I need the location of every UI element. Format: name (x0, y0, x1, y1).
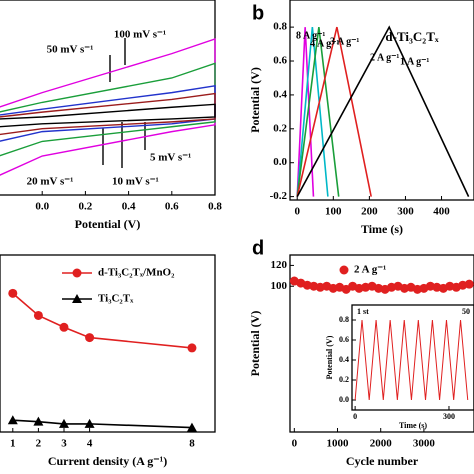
marker (7, 415, 18, 425)
marker (85, 333, 95, 343)
series-line (0, 38, 216, 176)
marker (59, 322, 69, 332)
plot-frame (289, 254, 474, 433)
y-axis-label: Potential (V) (248, 311, 262, 377)
y-tick-label: -0.2 (270, 190, 288, 202)
series-label: 4 A g⁻¹ (310, 38, 339, 49)
series-label: 1 A g⁻¹ (400, 56, 429, 67)
series-line (296, 27, 340, 197)
series-line (296, 27, 329, 197)
series-label: 2 A g⁻¹ (370, 52, 399, 63)
legend-marker (339, 265, 349, 275)
x-axis-label: Time (s) (361, 222, 403, 236)
x-tick-label: 1 (10, 438, 16, 450)
y-tick-label: 0.0 (339, 395, 349, 404)
marker (8, 288, 18, 298)
y-tick-label: 0.0 (273, 156, 287, 168)
series-label: 8 A g⁻¹ (296, 30, 325, 41)
marker (33, 416, 44, 426)
series-label: 3 A g⁻¹ (330, 36, 359, 47)
legend-label: d-Ti₃C₂Tₓ/MnO₂ (98, 267, 175, 279)
legend-label: 2 A g⁻¹ (354, 264, 386, 276)
series-line (0, 62, 216, 157)
marker (84, 418, 95, 428)
x-tick-label: 1000 (327, 438, 350, 450)
series-line (0, 103, 216, 128)
marker (33, 310, 43, 320)
x-axis-label: Current density (A g⁻¹) (48, 454, 167, 468)
x-tick-label: 300 (397, 206, 414, 218)
x-tick-label: 0.0 (35, 201, 49, 213)
x-tick-label: 0.8 (208, 201, 222, 213)
x-tick-label: 0.4 (122, 201, 136, 213)
x-tick-label: 0 (353, 412, 357, 421)
annotation: 100 mV s⁻¹ (114, 29, 166, 41)
annotation: 50 mV s⁻¹ (47, 44, 94, 56)
y-tick-label: 0.4 (339, 355, 349, 364)
y-tick-label: 0.8 (339, 315, 349, 324)
series-line (354, 319, 469, 401)
x-tick-label: 0 (292, 438, 298, 450)
annotation: 1 st (357, 307, 369, 316)
y-axis-label: Potential (V) (248, 67, 262, 133)
legend-label: Ti₃C₂Tₓ (98, 293, 134, 305)
chart-title: d-Ti₃C₂Tₓ (385, 29, 438, 44)
y-tick-label: 0.6 (339, 335, 349, 344)
y-tick-label: 100 (271, 280, 288, 292)
plot-frame (289, 0, 474, 201)
x-tick-label: 0 (294, 206, 300, 218)
series-line (0, 92, 216, 136)
x-tick-label: 200 (361, 206, 378, 218)
x-tick-label: 2000 (370, 438, 393, 450)
x-tick-label: 0.6 (165, 201, 179, 213)
x-tick-label: 0.2 (79, 201, 93, 213)
marker (58, 418, 69, 428)
x-tick-label: 300 (443, 412, 455, 421)
x-tick-label: 2 (36, 438, 42, 450)
x-axis-label: Time (s) (399, 421, 427, 430)
marker (187, 343, 197, 353)
x-tick-label: 3000 (413, 438, 436, 450)
series-line (296, 26, 372, 197)
point (464, 279, 474, 289)
legend-marker (72, 268, 82, 278)
x-tick-label: 400 (433, 206, 450, 218)
annotation: 20 mV s⁻¹ (27, 176, 74, 188)
panel-label: b (252, 2, 264, 24)
inset-frame (351, 304, 474, 411)
y-tick-label: 0.4 (273, 88, 287, 100)
series-line (296, 25, 470, 197)
y-tick-label: 120 (271, 259, 288, 271)
plot-frame (0, 254, 216, 433)
y-tick-label: 0.2 (339, 375, 349, 384)
y-tick-label: 0.6 (273, 55, 287, 67)
y-tick-label: 0.2 (273, 122, 287, 134)
y-tick-label: 0.8 (273, 21, 287, 33)
legend-marker (72, 294, 82, 303)
panel-label: d (252, 237, 264, 259)
annotation: 5 mV s⁻¹ (150, 152, 191, 164)
x-tick-label: 4 (87, 438, 93, 450)
annotation: 50 (462, 307, 470, 316)
x-tick-label: 3 (61, 438, 67, 450)
annotation: 10 mV s⁻¹ (112, 176, 159, 188)
y-axis-label: Potential (V) (325, 335, 334, 379)
x-axis-label: Potential (V) (75, 217, 141, 231)
x-tick-label: 100 (325, 206, 342, 218)
marker (186, 422, 197, 432)
x-tick-label: 8 (189, 438, 195, 450)
x-axis-label: Cycle number (346, 454, 419, 468)
